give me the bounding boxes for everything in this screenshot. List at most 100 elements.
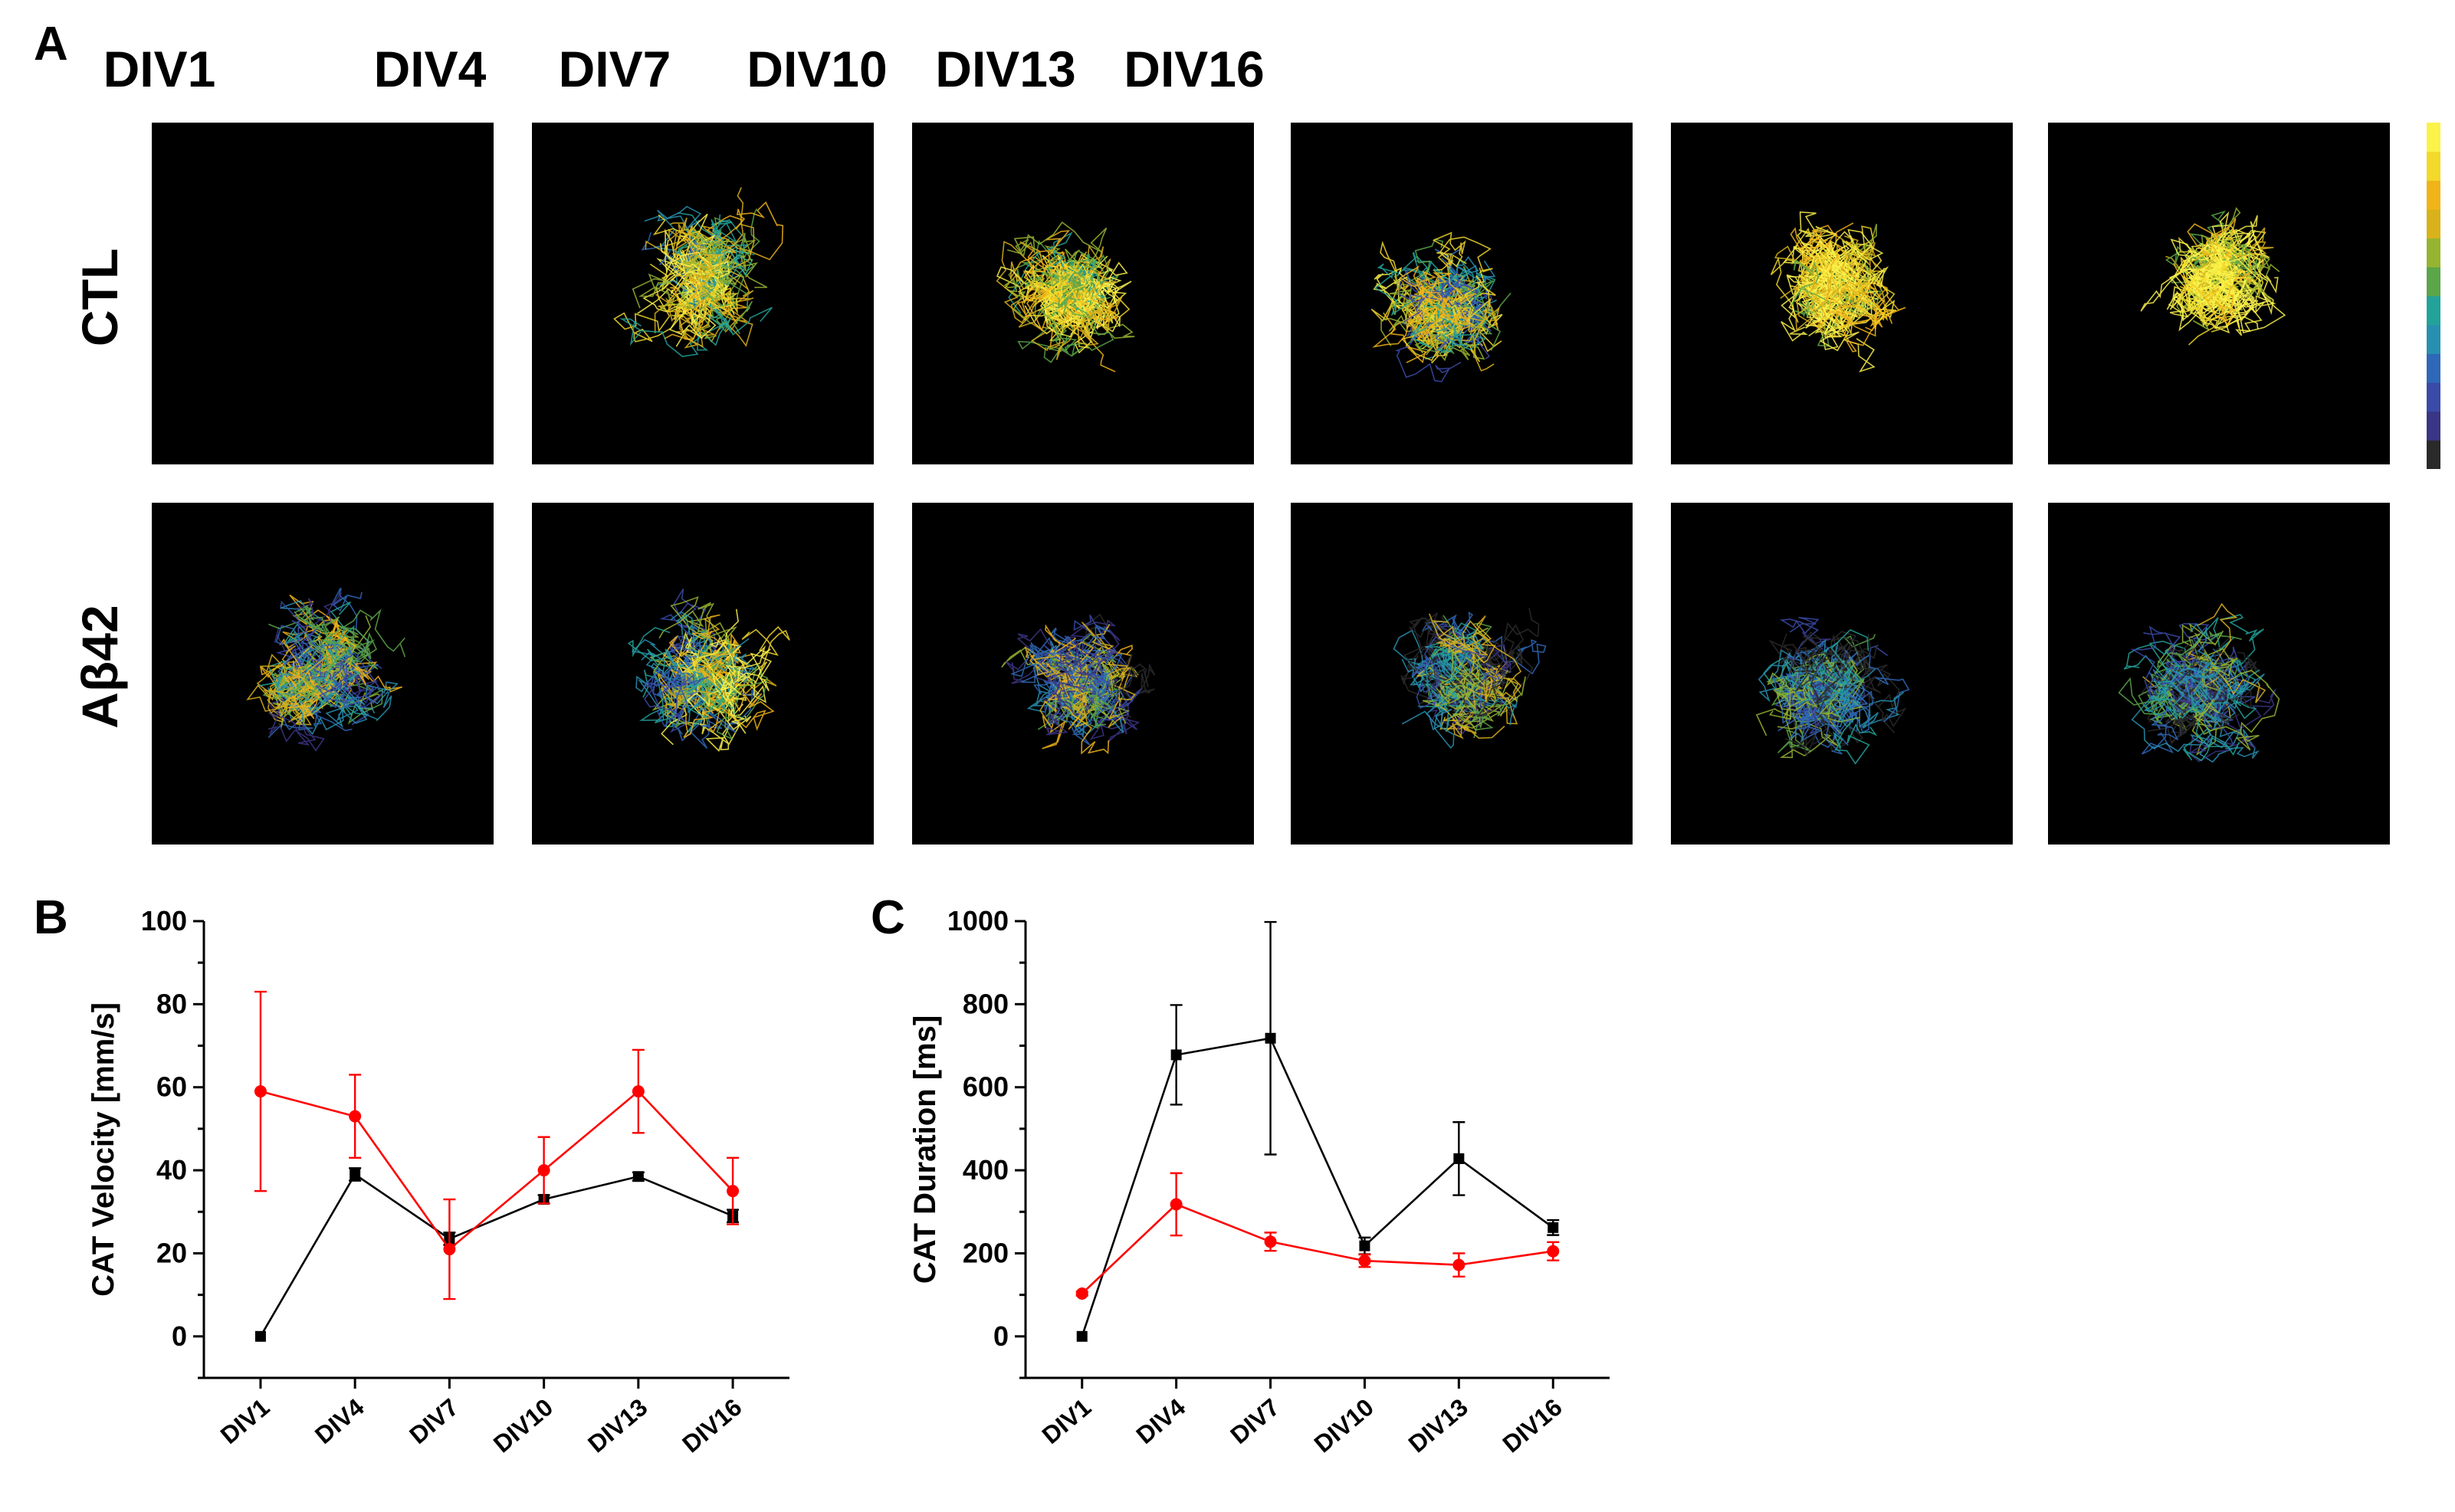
data-point-square [350,1169,361,1180]
trajectory-track [1399,265,1452,332]
y-tick-label: 0 [993,1320,1009,1352]
trajectory-plot [152,123,494,464]
trajectory-track [2170,238,2262,283]
trajectory-track [676,631,714,674]
trajectory-track [1041,271,1131,330]
trajectory-plot [1755,616,1910,765]
trajectory-track [1410,302,1487,354]
trajectory-plot [2140,207,2286,346]
trajectory-track [2141,676,2220,755]
colorbar-segment [2427,209,2440,239]
trajectory-track [1816,670,1862,723]
colorbar-segment [2427,411,2440,441]
x-tick-label: DIV4 [1131,1393,1191,1449]
y-axis-label: CAT Duration [ms] [908,1015,942,1284]
y-tick-label: 100 [141,905,187,936]
column-label-div10: DIV10 [747,41,888,97]
trajectory-track [1039,641,1095,729]
trajectory-track [246,641,327,717]
panel-b-letter: B [34,891,68,944]
trajectory-track [1790,259,1830,319]
panel-c-letter: C [871,891,905,944]
trajectory-track [1006,221,1108,272]
y-tick-label: 600 [963,1071,1009,1103]
trajectory-track [661,636,747,746]
trajectory-track [1804,653,1860,723]
trajectory-track [1793,241,1857,315]
trajectory-track [676,614,707,664]
trajectory-track [1429,613,1496,664]
trajectory-track [683,693,775,739]
trajectory-plot [996,221,1135,372]
trajectory-track [284,653,355,708]
trajectory-track [275,654,354,700]
colorbar-segment [2427,353,2440,383]
trajectory-track [1080,624,1120,716]
trajectory-tile-abeta42-div7 [912,503,1254,845]
duration-chart: 0 200 400 600 800 1000 DIV1 DIV4 DIV7 DIV10 DIV13 D… [908,905,1610,1458]
velocity-chart: 0 20 40 60 80 100 DIV1 DIV4 DIV7 DIV10 DIV13 DIV16 C… [87,905,789,1458]
trajectory-track [724,608,766,717]
x-tick-label: DIV7 [1225,1393,1285,1449]
data-point-square [1170,1049,1182,1061]
trajectory-track [1790,222,1854,284]
trajectory-track [2153,629,2250,678]
trajectory-track [1437,620,1522,689]
x-tick-label: DIV13 [583,1393,652,1458]
trajectory-plot [613,187,784,358]
series-line-0 [1081,1037,1554,1337]
trajectory-track [1042,642,1134,749]
y-axis-label: CAT Velocity [mm/s] [87,1002,120,1297]
trajectory-track [307,631,379,676]
trajectory-track [1395,279,1477,342]
trajectory-track [1825,628,1878,765]
y-tick-label: 400 [963,1154,1009,1186]
trajectory-track [1030,297,1117,360]
trajectory-track [2193,648,2234,720]
trajectory-track [2169,658,2225,701]
data-point-circle [1264,1235,1277,1248]
y-tick-label: 80 [156,988,187,1019]
trajectory-track [1411,636,1488,709]
trajectory-track [619,318,731,358]
data-point-circle [632,1085,645,1098]
trajectory-track [2182,693,2240,762]
trajectory-track [1456,659,1501,710]
trajectory-tile-ctl-div7 [912,123,1254,464]
data-point-square [632,1171,644,1182]
trajectory-track [1420,661,1463,730]
data-point-circle [1358,1255,1371,1268]
trajectory-tile-abeta42-div13 [1671,503,2013,845]
colorbar [2427,123,2440,470]
data-point-circle [443,1243,456,1256]
trajectory-track [668,655,727,735]
trajectory-track [1784,660,1854,705]
trajectory-track [1374,263,1466,317]
trajectory-track [1810,299,1895,333]
trajectory-track [694,242,753,286]
colorbar-segment [2427,123,2440,153]
trajectory-tile-ctl-div1 [152,123,494,464]
trajectory-track [1045,675,1105,717]
trajectory-track [1080,258,1124,339]
colorbar-segment [2427,151,2440,181]
trajectory-tile-ctl-div10 [1291,123,1633,464]
y-tick-label: 60 [156,1071,187,1103]
data-point-square [1265,1032,1276,1044]
series-line-0 [259,1173,734,1337]
trajectory-track [315,652,385,710]
trajectory-track [291,616,342,706]
series-line-1 [1081,1202,1554,1294]
data-point-square [1453,1153,1465,1164]
trajectory-plot [1001,613,1156,755]
trajectory-tile-abeta42-div1 [152,503,494,845]
trajectory-tile-abeta42-div16 [2048,503,2390,845]
trajectory-track [1047,677,1110,755]
trajectory-track [278,660,320,720]
data-point-circle [254,1085,267,1098]
trajectory-track [670,596,737,649]
x-tick-label: DIV13 [1403,1393,1473,1458]
x-tick-label: DIV7 [404,1393,464,1449]
trajectory-track [1782,635,1878,693]
trajectory-track [1430,639,1511,693]
